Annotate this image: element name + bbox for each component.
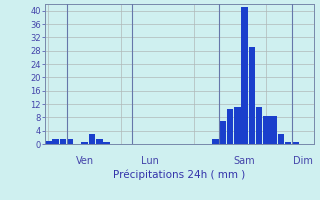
Bar <box>241 7 248 144</box>
Bar <box>89 134 95 144</box>
Bar <box>67 139 74 144</box>
Bar <box>103 142 110 144</box>
Bar <box>52 139 59 144</box>
Text: Lun: Lun <box>141 156 159 166</box>
Bar <box>45 141 52 144</box>
Bar <box>249 47 255 144</box>
Text: Dim: Dim <box>293 156 313 166</box>
Text: Précipitations 24h ( mm ): Précipitations 24h ( mm ) <box>113 169 245 180</box>
Bar <box>227 109 233 144</box>
Bar <box>220 121 226 144</box>
Text: Sam: Sam <box>234 156 255 166</box>
Bar <box>292 142 299 144</box>
Bar <box>96 139 102 144</box>
Bar <box>256 107 262 144</box>
Bar <box>270 116 277 144</box>
Bar <box>234 107 241 144</box>
Bar <box>212 139 219 144</box>
Bar <box>60 139 66 144</box>
Text: Ven: Ven <box>76 156 94 166</box>
Bar <box>82 142 88 144</box>
Bar <box>285 142 292 144</box>
Bar <box>278 134 284 144</box>
Bar <box>263 116 270 144</box>
